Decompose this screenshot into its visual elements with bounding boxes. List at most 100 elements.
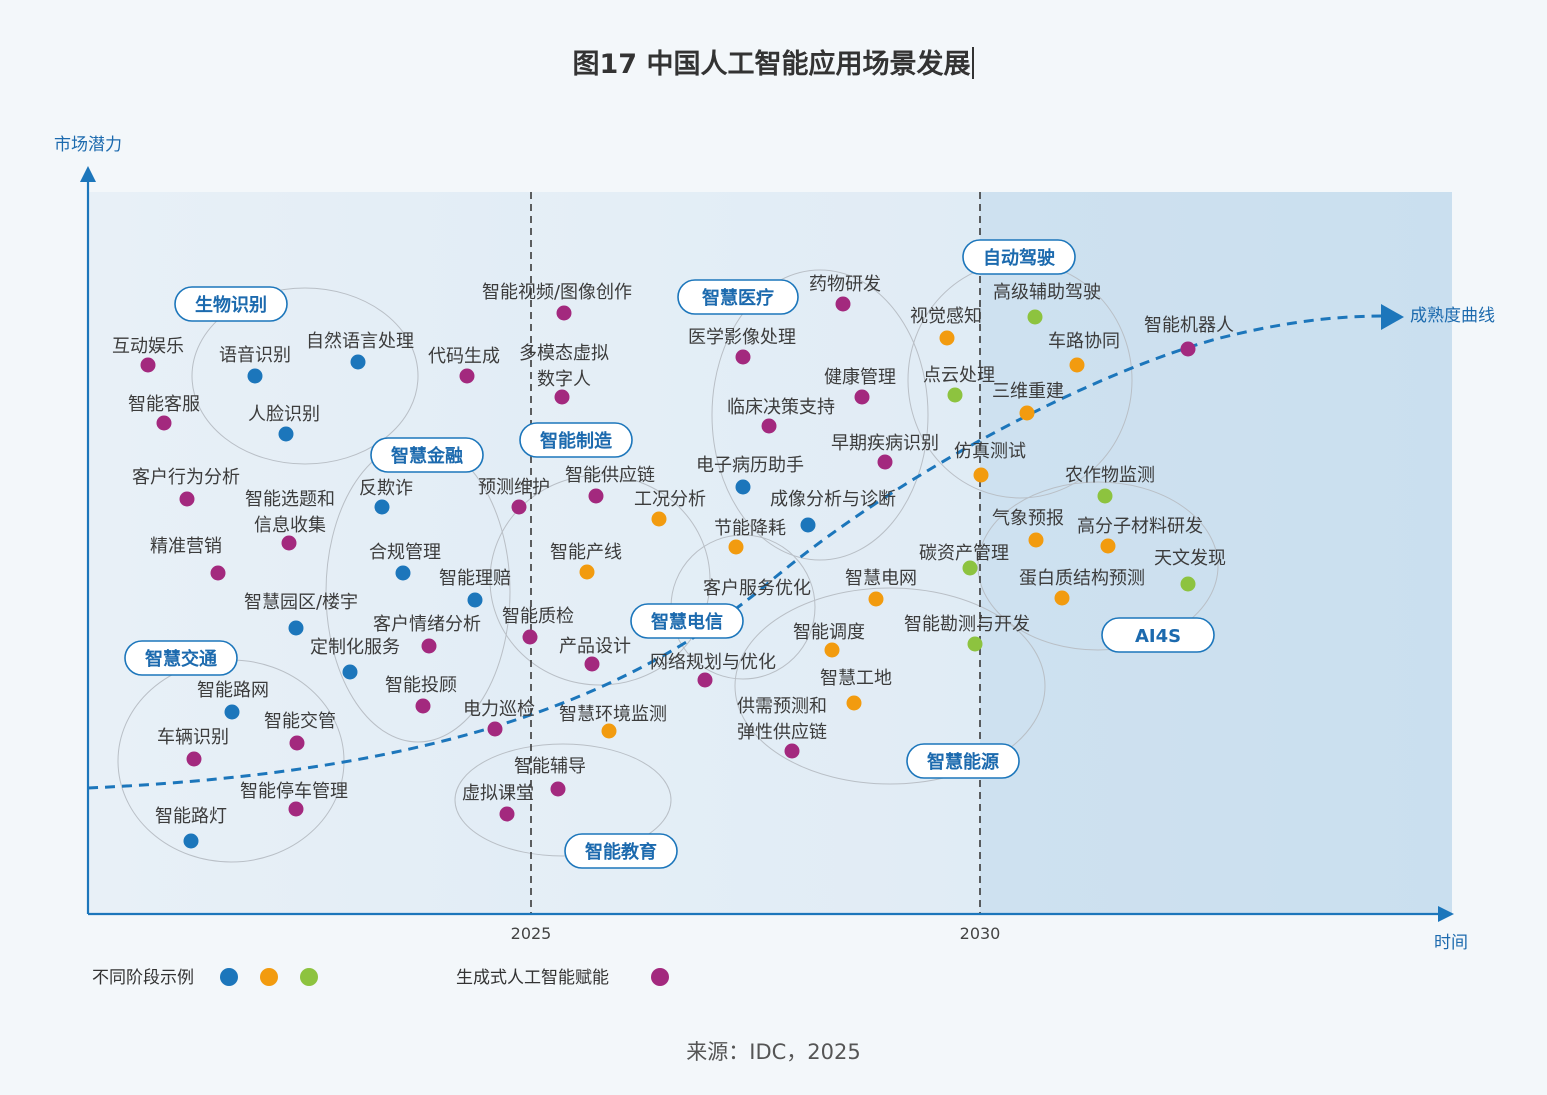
- scenario-dot: [499, 806, 515, 822]
- scenario-label: 虚拟课堂: [462, 783, 534, 804]
- scenario-label: 智能投顾: [385, 675, 457, 696]
- scenario-label: 智能交管: [264, 711, 336, 732]
- scenario-dot: [784, 743, 800, 759]
- scenario-dot: [868, 591, 884, 607]
- scenario-label: 车辆识别: [157, 727, 229, 748]
- legend-stage-label: 不同阶段示例: [92, 968, 194, 988]
- scenario-item: 节能降耗: [714, 518, 786, 555]
- scenario-item: 三维重建: [992, 381, 1064, 421]
- domain-cluster-7: [734, 587, 1046, 785]
- scenario-dot: [939, 330, 955, 346]
- domain-tag-pill: [962, 239, 1076, 275]
- scenario-label: 代码生成: [428, 346, 500, 367]
- scenario-item: 智能视频/图像创作: [482, 282, 632, 321]
- scenario-item: 智慧环境监测: [559, 704, 667, 739]
- scenario-item: 电子病历助手: [696, 455, 804, 495]
- band-after-2030: [980, 192, 1452, 914]
- scenario-dot: [554, 389, 570, 405]
- domain-tag: 智慧医疗: [677, 279, 799, 315]
- domain-tag-label: 智慧能源: [927, 751, 999, 773]
- y-axis-arrow-icon: [80, 166, 96, 182]
- scenario-item: 数字人: [537, 369, 591, 405]
- domain-tag-pill: [906, 743, 1020, 779]
- scenario-dot: [288, 620, 304, 636]
- domain-tag-label: 智能制造: [540, 430, 612, 452]
- scenario-item: 虚拟课堂: [462, 783, 534, 822]
- scenario-item: 客户服务优化: [703, 578, 811, 599]
- scenario-label: 定制化服务: [310, 637, 400, 658]
- scenario-dot: [1100, 538, 1116, 554]
- scenario-dot: [550, 781, 566, 797]
- scenario-dot: [1019, 405, 1035, 421]
- axes: 市场潜力 时间 2025 2030: [54, 135, 1468, 953]
- scenario-dot: [584, 656, 600, 672]
- scenario-dot: [183, 833, 199, 849]
- scenario-label: 智慧环境监测: [559, 704, 667, 725]
- scenario-dot: [156, 415, 172, 431]
- scenario-dot: [761, 418, 777, 434]
- scenario-item: 碳资产管理: [919, 543, 1009, 576]
- scenario-dot: [342, 664, 358, 680]
- scenario-item: 早期疾病识别: [831, 433, 939, 470]
- domain-tag-label: AI4S: [1135, 626, 1181, 647]
- scenario-item: 代码生成: [428, 346, 500, 384]
- scenario-dot: [1069, 357, 1085, 373]
- scenario-dot: [735, 479, 751, 495]
- scenario-item: 农作物监测: [1065, 465, 1155, 504]
- scenario-label: 气象预报: [992, 508, 1064, 529]
- scenario-label: 智慧工地: [820, 668, 892, 689]
- scenario-label: 视觉感知: [910, 306, 982, 327]
- scenario-item: 临床决策支持: [727, 397, 835, 434]
- scenario-label: 医学影像处理: [688, 327, 796, 348]
- domain-tag: 自动驾驶: [962, 239, 1076, 275]
- scenario-label: 成像分析与诊断: [770, 489, 896, 510]
- scenario-dot: [579, 564, 595, 580]
- scenario-label: 产品设计: [559, 636, 631, 657]
- scenario-label: 客户行为分析: [132, 467, 240, 488]
- scenario-item: 智能投顾: [385, 675, 457, 714]
- domain-clusters: [117, 261, 1219, 863]
- scenario-item: 自然语言处理: [306, 331, 414, 370]
- scenario-item: 智能机器人: [1144, 315, 1234, 357]
- domain-tag: 智能制造: [519, 422, 633, 458]
- scenario-dot: [281, 535, 297, 551]
- scenario-dot: [728, 539, 744, 555]
- domain-tag-pill: [519, 422, 633, 458]
- scenario-dot: [824, 642, 840, 658]
- scenario-item: 智能路灯: [155, 806, 227, 849]
- legend-gen-label: 生成式人工智能赋能: [456, 968, 609, 988]
- curve-label: 成熟度曲线: [1410, 305, 1495, 326]
- scenario-item: 客户行为分析: [132, 467, 240, 507]
- domain-cluster-3: [489, 474, 711, 686]
- scenario-dot: [947, 387, 963, 403]
- scenario-label: 智慧园区/楼宇: [244, 592, 358, 613]
- source-note: 来源：IDC，2025: [686, 1040, 861, 1064]
- scenario-label: 电子病历助手: [696, 455, 804, 476]
- scenario-item: 反欺诈: [359, 478, 413, 515]
- scenario-label: 节能降耗: [714, 518, 786, 539]
- domain-tag-label: 自动驾驶: [983, 247, 1055, 269]
- scenario-label: 仿真测试: [954, 441, 1026, 462]
- domain-cluster-5: [711, 269, 929, 561]
- scenario-label: 高级辅助驾驶: [993, 282, 1101, 303]
- scenario-label: 弹性供应链: [737, 722, 827, 743]
- scenario-dot: [877, 454, 893, 470]
- scenario-item: 精准营销: [150, 536, 226, 581]
- scenario-dot: [846, 695, 862, 711]
- scenario-item: 药物研发: [809, 274, 881, 312]
- scenario-dot: [1027, 309, 1043, 325]
- scenario-dot: [1028, 532, 1044, 548]
- scenario-item: 供需预测和: [737, 696, 827, 717]
- domain-tag: 智慧能源: [906, 743, 1020, 779]
- x-tick-2025: 2025: [511, 924, 552, 943]
- text-cursor: [972, 47, 975, 79]
- scenario-dot: [374, 499, 390, 515]
- scenario-dot: [179, 491, 195, 507]
- scenario-dot: [735, 349, 751, 365]
- scenario-label: 智能辅导: [514, 756, 586, 777]
- domain-tag-pill: [370, 437, 484, 473]
- scenario-item: 智慧工地: [820, 668, 892, 711]
- domain-tag: 智慧交通: [124, 640, 238, 676]
